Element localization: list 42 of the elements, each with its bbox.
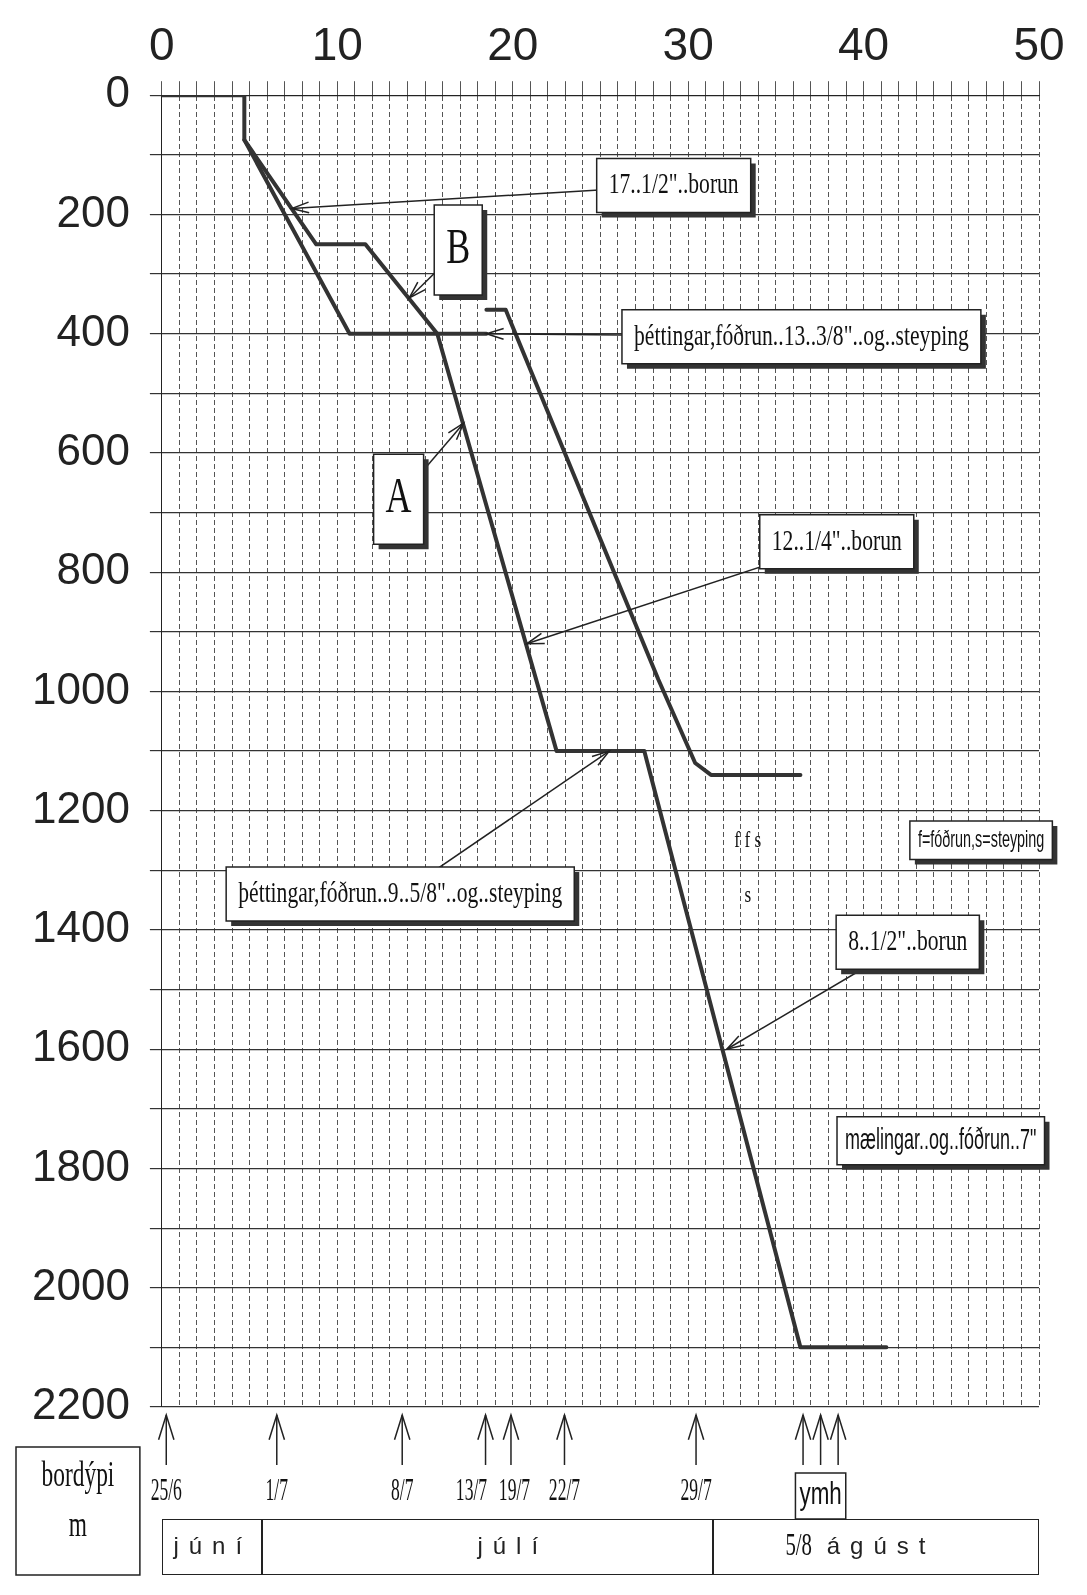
x-tick-label: 50 <box>1013 18 1065 71</box>
text: 5/8 <box>785 1526 812 1563</box>
y-tick-label: 800 <box>56 544 130 594</box>
annotation: f=fóðrun,s=steyping <box>917 825 1045 852</box>
text: ágúst <box>826 1531 936 1559</box>
y-tick-label: 1000 <box>31 663 130 713</box>
x-tick-label: 30 <box>662 18 714 71</box>
x-tick-label: 0 <box>149 18 175 71</box>
y-tick-label: 1800 <box>31 1140 130 1190</box>
annotation: f f s <box>734 824 762 853</box>
text: 19/7 <box>498 1471 531 1508</box>
y-tick-label: 1200 <box>31 782 130 832</box>
annotation: mælingar..og..fóðrun..7" <box>845 1122 1037 1156</box>
annotation: 8..1/2"..borun <box>848 923 968 957</box>
text: ymh <box>799 1474 842 1511</box>
y-tick-label: 200 <box>56 186 130 236</box>
annotation: s <box>744 879 752 908</box>
annotation: 17..1/2"..borun <box>608 166 739 201</box>
y-tick-label: 0 <box>105 67 130 117</box>
y-tick-label: 1400 <box>31 902 130 952</box>
text: 22/7 <box>548 1471 581 1508</box>
annotation: þéttingar,fóðrun..13..3/8"..og..steyping <box>634 318 969 352</box>
y-tick-label: 1600 <box>31 1021 130 1071</box>
annotation: þéttingar,fóðrun..9..5/8"..og..steyping <box>238 875 563 909</box>
text: 13/7 <box>455 1471 488 1508</box>
text: 8/7 <box>390 1471 414 1508</box>
x-tick-label: 10 <box>311 18 363 71</box>
annotation: B <box>446 218 471 274</box>
text: júní <box>172 1531 253 1559</box>
text: 25/6 <box>150 1471 182 1508</box>
x-tick-label: 20 <box>487 18 539 71</box>
y-tick-label: 2000 <box>31 1259 130 1309</box>
text: 1/7 <box>265 1471 289 1508</box>
text: júlí <box>476 1531 549 1559</box>
y-tick-label: 2200 <box>31 1379 130 1429</box>
x-tick-label: 40 <box>837 18 890 71</box>
y-axis-title: bordýpi m <box>41 1454 115 1545</box>
y-tick-label: 600 <box>56 425 130 475</box>
annotation: A <box>385 467 413 523</box>
text: 29/7 <box>680 1471 712 1508</box>
annotation: 12..1/4"..borun <box>771 523 902 557</box>
y-tick-label: 400 <box>56 305 130 355</box>
